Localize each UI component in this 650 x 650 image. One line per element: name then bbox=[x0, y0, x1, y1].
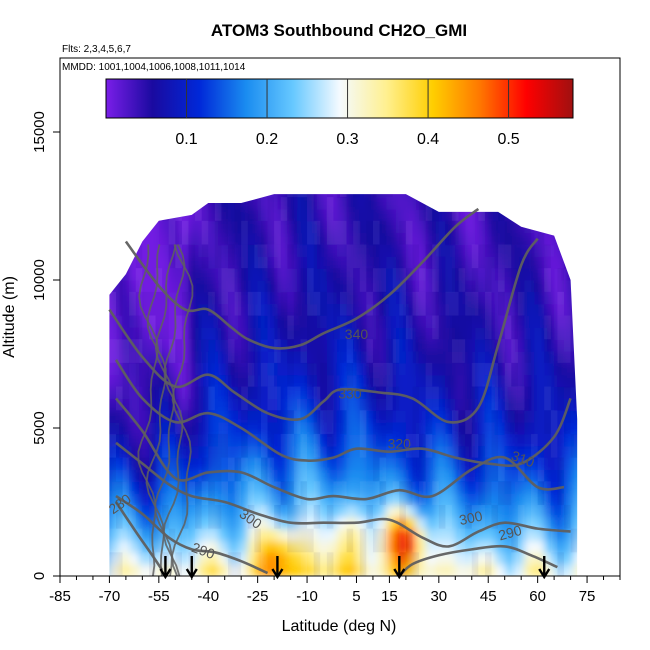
profile-arrow-4 bbox=[538, 556, 551, 580]
contour-fine-0 bbox=[137, 244, 159, 576]
contour-340-0 bbox=[124, 207, 480, 350]
colorbar-tick-label-0: 0.1 bbox=[175, 131, 197, 148]
contour-label-6: 290 bbox=[190, 539, 218, 562]
y-tick-label-1: 5000 bbox=[31, 411, 48, 444]
contour-290-6 bbox=[398, 544, 558, 576]
profile-arrows bbox=[159, 556, 551, 580]
colorbar-tick-label-1: 0.2 bbox=[256, 131, 278, 148]
colorbar-tick-label-3: 0.4 bbox=[417, 131, 439, 148]
contour-label-7: 290 bbox=[497, 522, 524, 544]
contour-290-5 bbox=[115, 495, 269, 575]
x-tick-label-7: 15 bbox=[381, 588, 398, 605]
contour-280-7 bbox=[114, 501, 164, 571]
contour-fine-3 bbox=[162, 244, 186, 576]
chart-title: ATOM3 Southbound CH2O_GMI bbox=[211, 21, 467, 40]
profile-arrow-3 bbox=[393, 556, 406, 580]
y-axis-label: Altitude (m) bbox=[1, 276, 18, 358]
contour-fine-1 bbox=[145, 244, 167, 576]
contour-lines bbox=[108, 207, 572, 576]
x-axis-label: Latitude (deg N) bbox=[282, 618, 397, 635]
contour-label-5: 300 bbox=[458, 508, 484, 529]
contour-label-0: 340 bbox=[345, 326, 369, 342]
contour-320-2 bbox=[114, 359, 572, 468]
x-tick-label-10: 60 bbox=[529, 588, 546, 605]
x-tick-label-6: 5 bbox=[352, 588, 360, 605]
y-axis: 0 5000 10000 15000 bbox=[31, 111, 60, 580]
contour-330-1 bbox=[108, 237, 539, 424]
x-tick-label-0: -85 bbox=[49, 588, 71, 605]
colorbar-gradient bbox=[105, 78, 574, 119]
x-tick-label-4: -25 bbox=[247, 588, 269, 605]
colorbar: 0.1 0.2 0.3 0.4 0.5 bbox=[105, 78, 574, 148]
contour-label-3: 310 bbox=[509, 447, 537, 470]
x-tick-label-5: -10 bbox=[296, 588, 318, 605]
x-tick-label-8: 30 bbox=[430, 588, 447, 605]
concentration-field bbox=[109, 194, 578, 576]
contour-fine-4 bbox=[171, 244, 194, 576]
profile-arrow-2 bbox=[271, 556, 284, 580]
y-tick-label-2: 10000 bbox=[31, 259, 48, 301]
y-tick-label-0: 0 bbox=[31, 572, 48, 580]
x-axis: -85 -70 -55 -40 -25 -10 5 15 30 45 60 75 bbox=[49, 576, 621, 605]
x-tick-label-2: -55 bbox=[148, 588, 170, 605]
flights-subtitle: Flts: 2,3,4,5,6,7 bbox=[62, 44, 131, 55]
contour-label-1: 330 bbox=[338, 385, 362, 401]
contour-fine-2 bbox=[154, 244, 177, 576]
x-tick-label-3: -40 bbox=[197, 588, 219, 605]
colorbar-tick-label-4: 0.5 bbox=[497, 131, 519, 148]
y-tick-label-3: 15000 bbox=[31, 111, 48, 153]
dates-subtitle: MMDD: 1001,1004,1006,1008,1011,1014 bbox=[62, 62, 246, 73]
colorbar-tick-label-2: 0.3 bbox=[336, 131, 358, 148]
profile-arrow-0 bbox=[159, 556, 172, 580]
contour-310-3 bbox=[114, 397, 565, 501]
x-tick-label-11: 75 bbox=[579, 588, 596, 605]
contour-label-2: 320 bbox=[388, 436, 412, 452]
contour-300-4 bbox=[115, 441, 571, 548]
x-tick-label-1: -70 bbox=[99, 588, 121, 605]
x-tick-label-9: 45 bbox=[480, 588, 497, 605]
